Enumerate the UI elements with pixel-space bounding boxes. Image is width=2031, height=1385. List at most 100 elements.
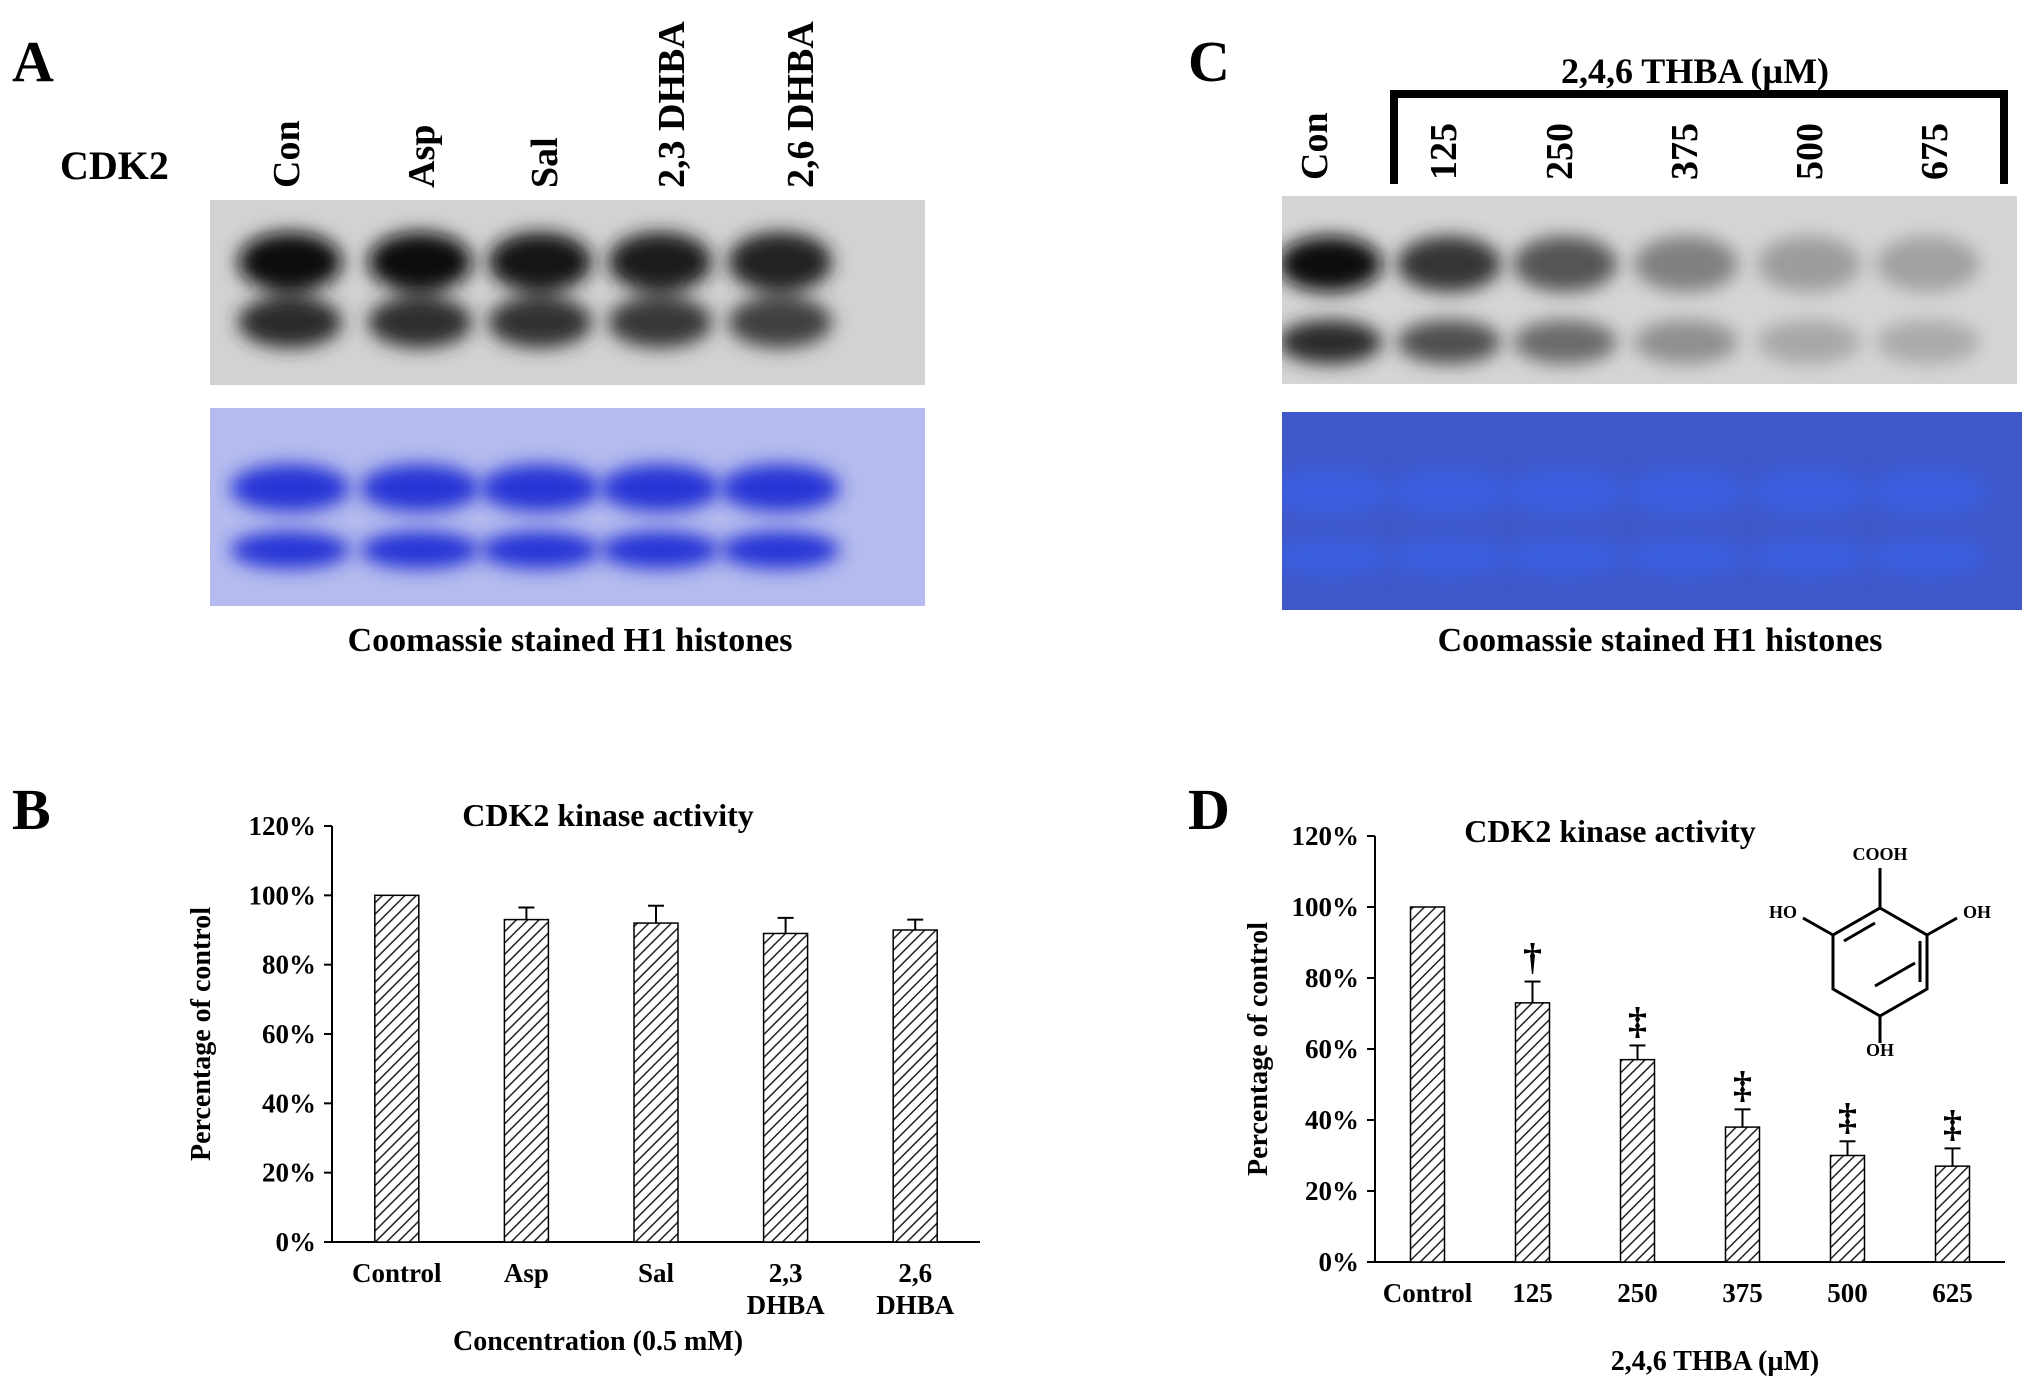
panel-a-blot-background (210, 200, 925, 385)
panel-c-blot-lane-band (1634, 236, 1738, 364)
structure-label-ho: HO (1769, 902, 1797, 922)
significance-marker: ‡ (1733, 1064, 1752, 1106)
y-tick-label: 0% (276, 1227, 317, 1257)
y-tick-label: 120% (1292, 821, 1360, 851)
y-axis-label: Percentage of control (1243, 922, 1274, 1176)
panel-c-bracket-label: 2,4,6 THBA (µM) (1560, 51, 1830, 91)
panel-a-lane-label: 2,3 DHBA (651, 21, 693, 188)
x-tick-label: 625 (1932, 1278, 1973, 1308)
panel-c-lane-label: 250 (1539, 123, 1581, 180)
panel-c-blot-lane-band (1397, 236, 1501, 364)
panel-b-chart: 0%20%40%60%80%100%120%Control Asp Sal 2,3DH… (186, 797, 980, 1357)
bar (374, 894, 420, 1243)
x-tick-label: Control (1383, 1278, 1473, 1308)
significance-marker: † (1523, 937, 1542, 979)
y-tick-label: 40% (262, 1088, 316, 1118)
panel-b-letter: B (12, 777, 51, 842)
y-tick-label: 100% (249, 880, 317, 910)
panel-c-bracket (1390, 90, 2008, 184)
x-tick-label: 2,3 (769, 1258, 803, 1288)
panel-c-autoradiograph (1282, 196, 2017, 384)
y-tick-label: 40% (1305, 1105, 1359, 1135)
panel-a-blot-lane-band (238, 232, 342, 348)
panel-c-lane-label: Con (1294, 112, 1336, 180)
bar (633, 922, 679, 1243)
structure-label-oh-bottom: OH (1866, 1040, 1894, 1058)
y-tick-label: 100% (1292, 892, 1360, 922)
y-tick-label: 20% (1305, 1176, 1359, 1206)
chart-title: CDK2 kinase activity (1464, 813, 1756, 849)
panel-a-autoradiograph (210, 200, 925, 385)
panel-a-gel-lane-band (720, 464, 840, 569)
panel-c-gel-lane-band (1282, 468, 1390, 576)
panel-c-gel-lane-band (1868, 468, 1988, 576)
panel-c-gel-lane-band (1389, 468, 1509, 576)
structure-label-oh-right: OH (1963, 902, 1991, 922)
panel-a-lane-label: Con (266, 120, 308, 188)
panel-c-gel-lane-band (1505, 468, 1625, 576)
panel-c-letter: C (1188, 29, 1230, 94)
y-tick-label: 60% (1305, 1034, 1359, 1064)
panel-a-gel-caption: Coomassie stained H1 histones (347, 622, 793, 659)
y-tick-label: 80% (1305, 963, 1359, 993)
x-tick-label: Control (352, 1258, 442, 1288)
x-axis-label: Concentration (0.5 mM) (453, 1326, 743, 1357)
x-tick-label: DHBA (876, 1290, 955, 1320)
x-tick-label: 500 (1827, 1278, 1868, 1308)
panel-a-lane-label: Asp (401, 124, 443, 188)
panel-a-coomassie-gel (210, 408, 925, 606)
y-tick-label: 120% (249, 811, 317, 841)
panel-c-blot-lane-band (1513, 236, 1617, 364)
bar (503, 918, 550, 1243)
panel-c-gel-lane-band (1749, 468, 1869, 576)
bar (892, 929, 938, 1243)
panel-a-gel-lane-band (480, 464, 600, 569)
panel-c-blot-lane-band (1282, 236, 1382, 364)
y-tick-label: 60% (262, 1019, 316, 1049)
panel-d-letter: D (1188, 777, 1230, 842)
bar (1619, 1058, 1656, 1263)
panel-a-gel-lane-band (600, 464, 720, 569)
significance-marker: ‡ (1943, 1103, 1962, 1145)
panel-a-lane-label: Sal (524, 137, 566, 188)
panel-a-gel-lane-band (230, 464, 350, 569)
panel-a-blot-lane-band (728, 232, 832, 348)
chart-title: CDK2 kinase activity (462, 797, 754, 833)
panel-c-lane-label: 375 (1664, 123, 1706, 180)
significance-marker: ‡ (1838, 1096, 1857, 1138)
x-tick-label: 250 (1617, 1278, 1658, 1308)
panel-d-chart: 0% 20% 40% 60% 80% 100% 120% Control † 125 ‡ 250 ‡ 37… (1243, 813, 2005, 1377)
thba-structure-diagram: COOH HO OH OH (1769, 844, 1991, 1058)
y-tick-label: 80% (262, 950, 316, 980)
bar (1829, 1154, 1866, 1263)
panel-c-lane-label: 675 (1914, 123, 1956, 180)
y-axis-label: Percentage of control (186, 907, 217, 1161)
significance-marker: ‡ (1628, 1000, 1647, 1042)
panel-a-letter: A (12, 29, 54, 94)
panel-a-blot-lane-band (488, 232, 592, 348)
panel-c-coomassie-gel (1282, 412, 2022, 610)
panel-a-blot-lane-band (608, 232, 712, 348)
y-tick-label: 20% (262, 1158, 316, 1188)
panel-a-blot-lane-band (368, 232, 472, 348)
panel-c-lane-label: 125 (1423, 123, 1465, 180)
panel-c-lane-label: 500 (1789, 123, 1831, 180)
bar (1724, 1126, 1761, 1263)
x-axis-label: 2,4,6 THBA (µM) (1611, 1346, 1820, 1377)
structure-label-cooh: COOH (1852, 844, 1907, 864)
x-tick-label: 2,6 (898, 1258, 932, 1288)
bar (1934, 1165, 1971, 1263)
panel-c-blot-lane-band (1876, 236, 1980, 364)
bar (762, 932, 809, 1243)
x-tick-label: Asp (504, 1258, 549, 1288)
panel-c-gel-lane-band (1626, 468, 1746, 576)
x-tick-label: DHBA (747, 1290, 826, 1320)
x-tick-label: Sal (638, 1258, 675, 1288)
panel-a-lane-label: 2,6 DHBA (780, 21, 822, 188)
bar (1514, 1002, 1551, 1263)
panel-a-gel-lane-band (360, 464, 480, 569)
panel-a-row-label: CDK2 (60, 143, 169, 188)
y-tick-label: 0% (1319, 1247, 1360, 1277)
panel-c-gel-caption: Coomassie stained H1 histones (1437, 622, 1883, 659)
x-tick-label: 375 (1722, 1278, 1763, 1308)
